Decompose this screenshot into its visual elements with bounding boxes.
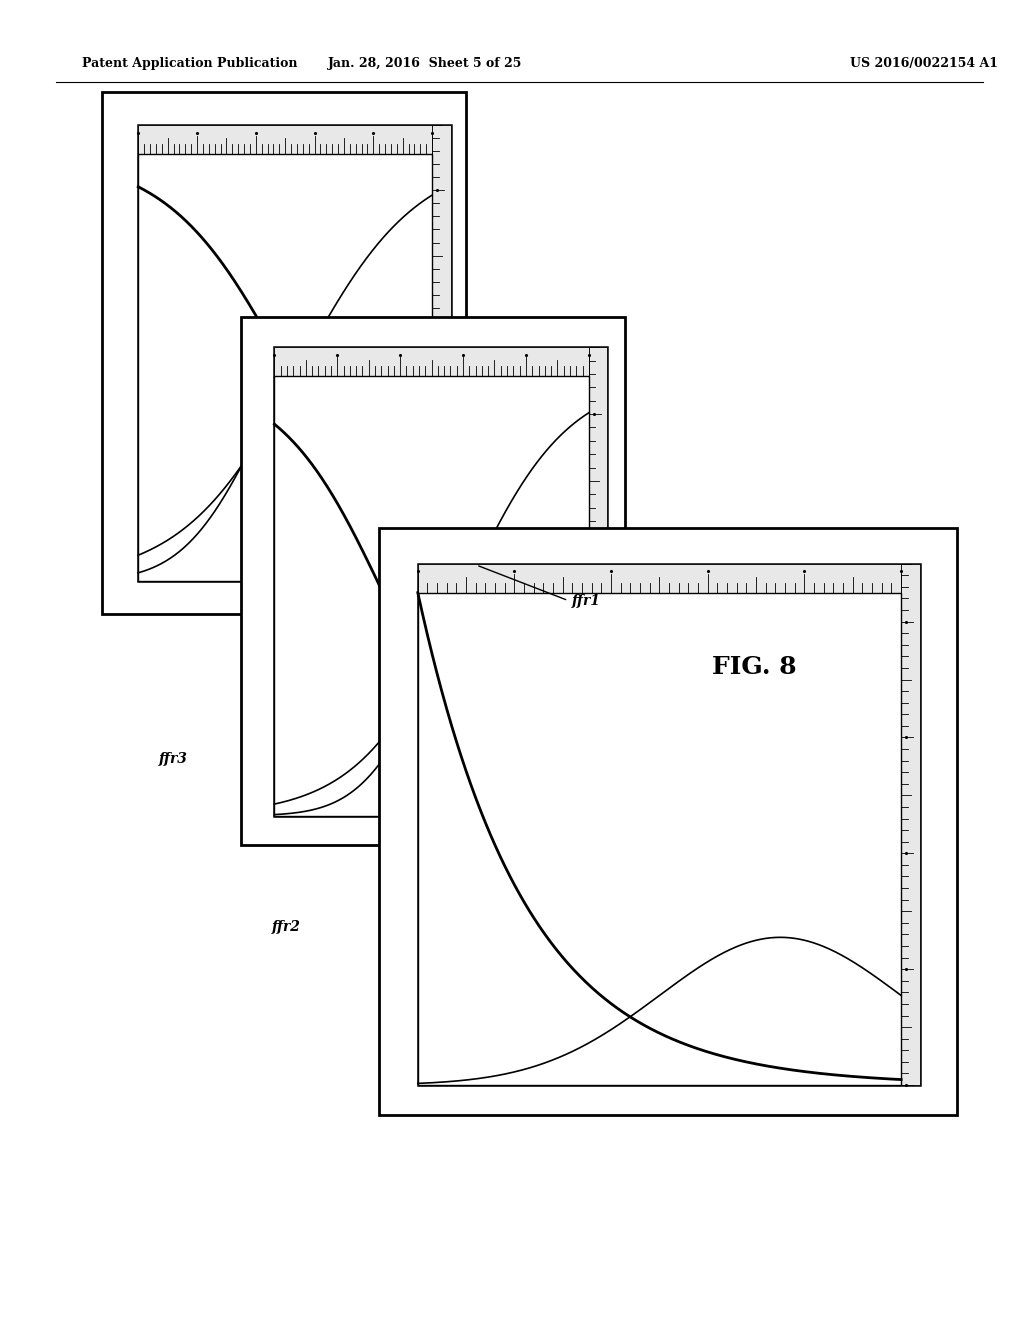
- Bar: [589, 347, 607, 816]
- Bar: [432, 125, 451, 581]
- Bar: [274, 347, 607, 816]
- Text: Jan. 28, 2016  Sheet 5 of 25: Jan. 28, 2016 Sheet 5 of 25: [328, 57, 522, 70]
- Bar: [274, 376, 589, 816]
- Bar: [102, 92, 466, 614]
- Text: FIG. 8: FIG. 8: [712, 655, 797, 678]
- Bar: [379, 528, 957, 1115]
- Text: ffr1: ffr1: [571, 594, 600, 607]
- Text: ffr3: ffr3: [159, 752, 187, 766]
- Bar: [274, 347, 589, 376]
- Bar: [418, 564, 920, 1085]
- Bar: [138, 125, 432, 154]
- Bar: [241, 317, 625, 845]
- Bar: [138, 125, 451, 581]
- Text: US 2016/0022154 A1: US 2016/0022154 A1: [850, 57, 998, 70]
- Bar: [901, 564, 920, 1085]
- Bar: [138, 154, 432, 581]
- Bar: [418, 564, 901, 593]
- Bar: [418, 593, 901, 1085]
- Text: Patent Application Publication: Patent Application Publication: [82, 57, 297, 70]
- Text: ffr2: ffr2: [271, 920, 300, 933]
